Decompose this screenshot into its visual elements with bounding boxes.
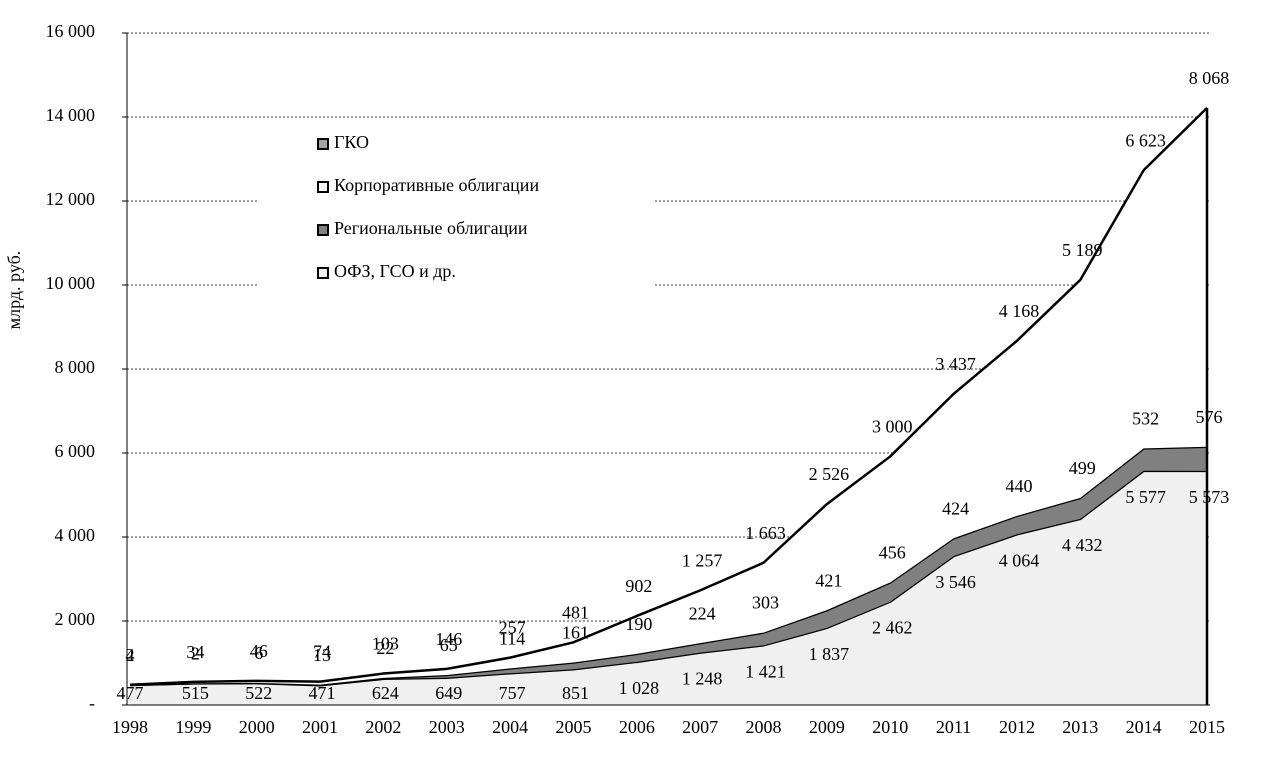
x-tick-label: 2009	[809, 717, 845, 737]
data-label: 3 546	[935, 572, 976, 592]
legend-background	[258, 125, 655, 295]
x-tick-label: 2005	[555, 717, 591, 737]
data-label: 4	[126, 645, 135, 665]
data-label: 1 028	[619, 678, 660, 698]
data-label: 114	[499, 629, 525, 649]
data-label: 440	[1005, 476, 1032, 496]
data-label: 481	[562, 602, 589, 622]
data-label: 424	[942, 498, 969, 518]
x-tick-label: 2010	[872, 717, 908, 737]
data-label: 1 248	[682, 669, 723, 689]
data-label: 532	[1132, 409, 1159, 429]
data-label: 65	[440, 635, 458, 655]
data-label: 146	[435, 629, 462, 649]
legend-label: Региональные облигации	[334, 218, 528, 238]
y-tick-label: 14 000	[46, 105, 96, 125]
data-label: 421	[815, 570, 842, 590]
area	[130, 107, 1207, 685]
data-label: 257	[499, 618, 526, 638]
data-label: 757	[499, 683, 526, 703]
y-tick-label: 16 000	[46, 21, 96, 41]
data-label: 2 526	[809, 464, 850, 484]
data-label: 477	[117, 683, 144, 703]
legend-swatch	[317, 181, 329, 193]
x-tick-label: 2011	[936, 717, 971, 737]
data-label: 46	[250, 641, 268, 661]
data-label: 4 432	[1062, 535, 1103, 555]
x-tick-label: 1999	[175, 717, 211, 737]
data-label: 1 837	[809, 644, 850, 664]
data-label: 2 462	[872, 618, 913, 638]
data-label: 5 577	[1125, 487, 1166, 507]
data-label: 5 189	[1062, 240, 1103, 260]
data-label: 851	[562, 683, 589, 703]
legend-swatch	[317, 138, 329, 150]
y-tick-label: 10 000	[46, 273, 96, 293]
y-tick-label: -	[89, 693, 95, 713]
data-label: 471	[309, 683, 336, 703]
data-label: 34	[186, 642, 204, 662]
x-tick-label: 2000	[239, 717, 275, 737]
x-tick-label: 2003	[429, 717, 465, 737]
x-tick-label: 2015	[1189, 717, 1225, 737]
data-label: 576	[1196, 407, 1223, 427]
data-label: 224	[689, 603, 716, 623]
data-label: 515	[182, 683, 209, 703]
x-tick-label: 2001	[302, 717, 338, 737]
data-label: 522	[245, 683, 272, 703]
y-tick-label: 2 000	[55, 609, 96, 629]
x-tick-label: 2008	[746, 717, 782, 737]
y-axis-label: млрд. руб.	[4, 251, 24, 329]
data-label: 103	[372, 634, 399, 654]
legend-swatch	[317, 224, 329, 236]
data-label: 6 623	[1125, 130, 1166, 150]
x-tick-label: 1998	[112, 717, 148, 737]
data-label: 1 663	[745, 523, 786, 543]
x-tick-label: 2007	[682, 717, 718, 737]
x-tick-label: 2013	[1062, 717, 1098, 737]
data-label: 4 064	[999, 550, 1040, 570]
area-line	[129, 106, 1208, 686]
y-tick-label: 4 000	[55, 525, 96, 545]
data-label: 2	[191, 643, 200, 663]
data-label: 303	[752, 593, 779, 613]
data-label: 456	[879, 543, 906, 563]
data-label: 902	[625, 576, 652, 596]
data-label: 161	[562, 623, 589, 643]
data-label: 499	[1069, 458, 1096, 478]
x-tick-label: 2014	[1126, 717, 1162, 737]
legend-swatch	[317, 267, 329, 279]
x-tick-label: 2006	[619, 717, 655, 737]
data-label: 190	[625, 614, 652, 634]
x-tick-label: 2012	[999, 717, 1035, 737]
data-label: 74	[313, 642, 331, 662]
y-tick-label: 8 000	[55, 357, 96, 377]
data-label: 2	[126, 645, 135, 665]
data-label: 3 437	[935, 354, 976, 374]
data-label: 1 421	[745, 661, 786, 681]
data-label: 624	[372, 683, 399, 703]
legend-label: ГКО	[334, 132, 369, 152]
data-label: 13	[313, 645, 331, 665]
x-tick-label: 2004	[492, 717, 528, 737]
legend-label: Корпоративные облигации	[334, 175, 539, 195]
data-label: 22	[376, 638, 394, 658]
area	[130, 470, 1207, 705]
data-label: 3 000	[872, 417, 913, 437]
data-label: 4 168	[999, 301, 1040, 321]
x-tick-label: 2002	[365, 717, 401, 737]
data-label: 5 573	[1189, 487, 1230, 507]
data-label: 8 068	[1189, 68, 1230, 88]
y-tick-label: 12 000	[46, 189, 96, 209]
data-label: 6	[254, 643, 263, 663]
data-label: 649	[435, 683, 462, 703]
y-tick-label: 6 000	[55, 441, 96, 461]
data-label: 1 257	[682, 551, 723, 571]
legend-label: ОФЗ, ГСО и др.	[334, 261, 456, 281]
